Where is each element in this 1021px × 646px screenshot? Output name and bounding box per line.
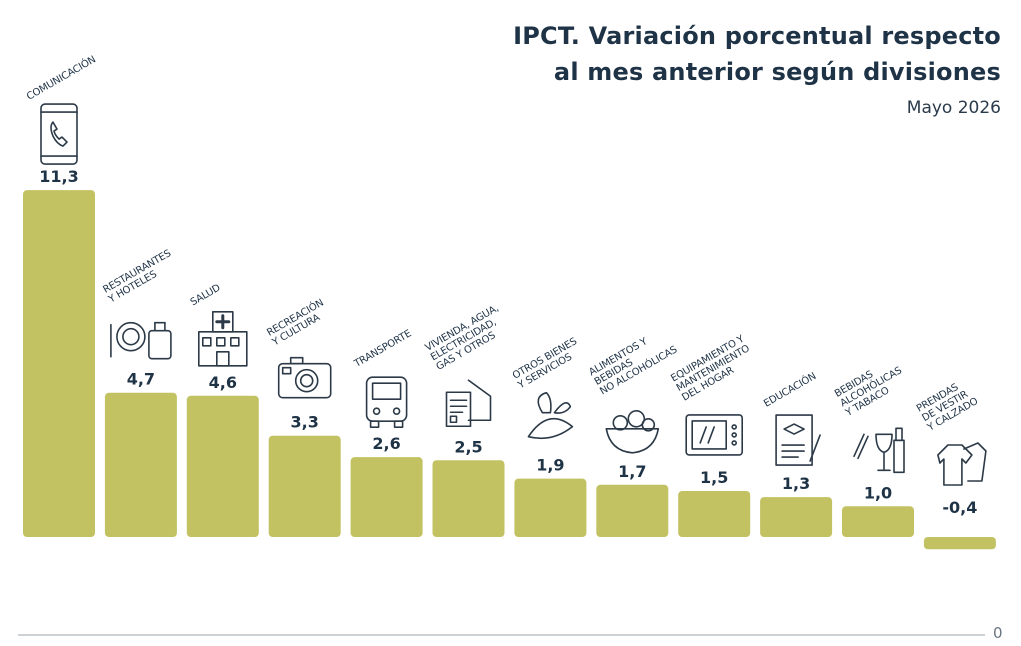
value-label-8: 1,5 (700, 468, 728, 487)
value-label-7: 1,7 (618, 462, 646, 481)
bar-6 (514, 478, 587, 537)
restaurant-hotel-icon (110, 321, 172, 360)
bar-0 (23, 190, 95, 537)
camera-icon (277, 356, 332, 399)
value-label-11: -0,4 (942, 498, 977, 517)
phone-icon (40, 103, 78, 165)
svg-text:COMUNICACIÓN: COMUNICACIÓN (24, 53, 98, 103)
value-label-10: 1,0 (864, 483, 892, 502)
bar-2 (186, 395, 259, 537)
axis-zero-label: 0 (993, 624, 1003, 642)
value-label-2: 4,6 (209, 373, 237, 392)
bus-icon (365, 376, 408, 428)
gift-ribbon-icon (527, 391, 574, 440)
bar-11 (923, 537, 996, 550)
svg-text:TRANSPORTE: TRANSPORTE (352, 328, 414, 370)
value-label-0: 11,3 (39, 167, 78, 186)
value-label-3: 3,3 (291, 413, 319, 432)
category-label-9: EDUCACIÓN (761, 369, 818, 409)
microwave-icon (685, 414, 744, 456)
value-label-5: 2,5 (454, 437, 482, 456)
chart-title-line-1: IPCT. Variación porcentual respecto (513, 22, 1001, 50)
bar-8 (678, 490, 751, 537)
value-label-1: 4,7 (127, 370, 155, 389)
bar-3 (268, 435, 341, 537)
hospital-icon (198, 310, 248, 367)
bar-1 (104, 392, 177, 537)
chart-subtitle: Mayo 2026 (906, 98, 1001, 118)
bar-10 (842, 506, 914, 537)
bar-9 (760, 497, 833, 537)
value-label-4: 2,6 (372, 434, 400, 453)
food-bowl-icon (605, 410, 660, 454)
bar-5 (432, 460, 505, 537)
value-label-6: 1,9 (536, 456, 564, 475)
clothing-icon (937, 442, 987, 486)
chart-title-line-2: al mes anterior según divisiones (553, 58, 1001, 86)
category-label-5: VIVIENDA, AGUA,ELECTRICIDAD,GAS Y OTROS (424, 303, 501, 373)
svg-text:SALUD: SALUD (189, 282, 223, 308)
bar-4 (350, 457, 423, 537)
bar-7 (596, 484, 669, 537)
category-label-4: TRANSPORTE (352, 328, 414, 370)
category-label-2: SALUD (189, 282, 223, 308)
education-certificate-icon (775, 414, 821, 466)
value-label-9: 1,3 (782, 474, 810, 493)
svg-text:EDUCACIÓN: EDUCACIÓN (761, 369, 818, 409)
category-label-0: COMUNICACIÓN (24, 53, 98, 103)
house-bill-icon (445, 379, 492, 428)
wine-tobacco-icon (853, 427, 905, 474)
